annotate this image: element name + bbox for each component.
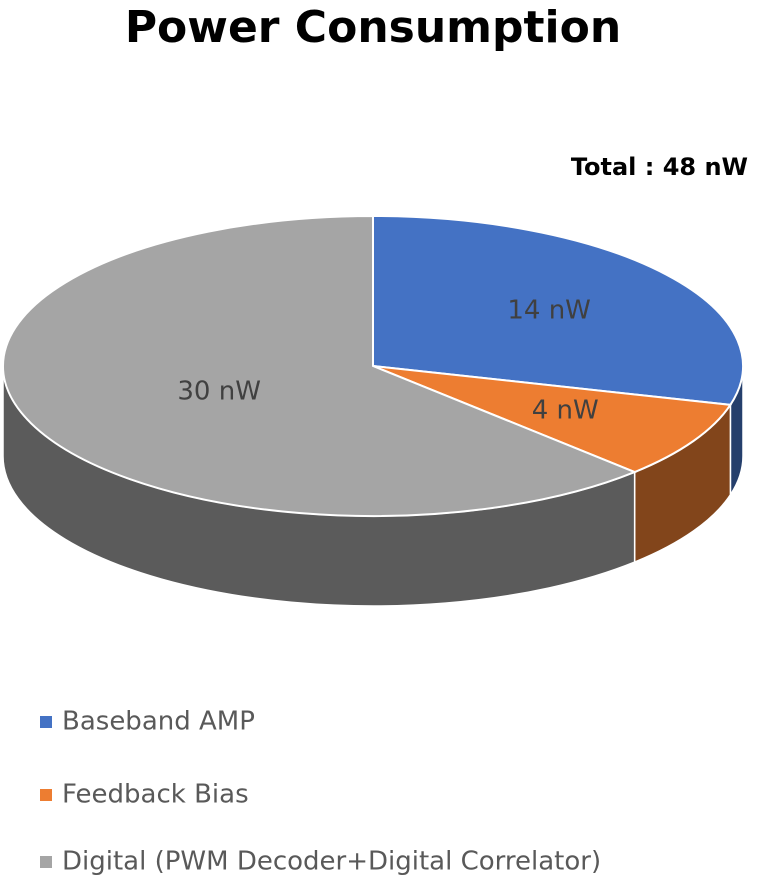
chart-title: Power Consumption — [125, 2, 621, 53]
slice — [372, 214, 744, 406]
legend-swatch — [40, 716, 52, 728]
legend-label: Feedback Bias — [62, 780, 249, 810]
legend-label: Digital (PWM Decoder+Digital Correlator) — [62, 847, 601, 877]
annotation: Total : 48 nW — [571, 153, 748, 181]
slice — [2, 214, 638, 517]
legend-label: Baseband AMP — [62, 707, 255, 737]
legend-swatch — [40, 856, 52, 868]
slice — [372, 365, 733, 474]
data-label: 4 nW — [532, 396, 599, 426]
data-label: 30 nW — [177, 376, 261, 406]
legend-swatch — [40, 789, 52, 801]
data-label: 14 nW — [507, 296, 591, 326]
